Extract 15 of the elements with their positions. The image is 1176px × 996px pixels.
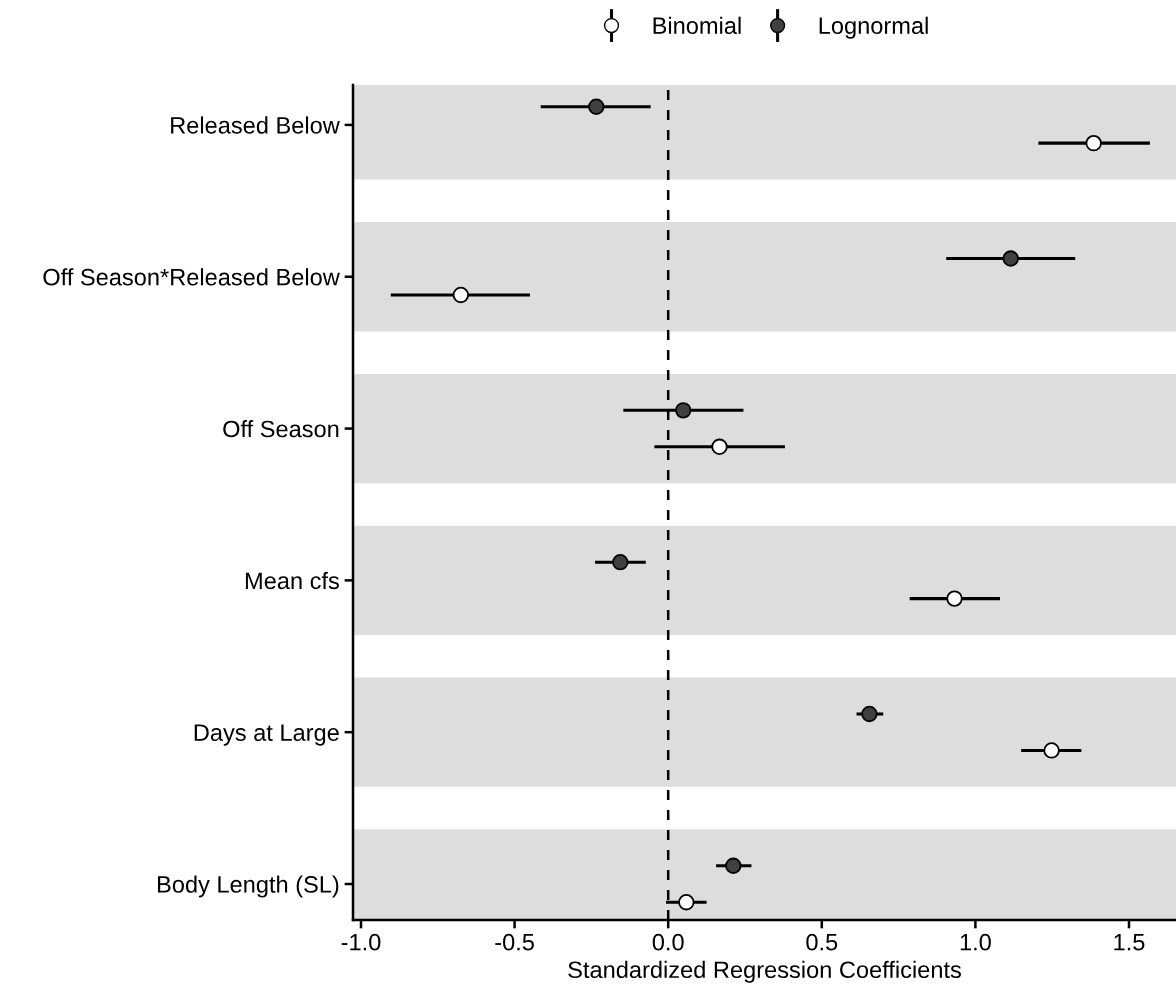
x-tick-label: 0.5 [806,933,838,951]
x-tick-label: 1.0 [960,933,991,951]
legend-label: Lognormal [819,16,928,39]
y-tick-label: Body Length (SL) [158,875,339,898]
y-tick-label: Off Season [223,420,339,438]
legend-label: Binomial [653,16,741,35]
x-tick-label: -1.0 [341,933,381,951]
x-tick-label: 0.0 [652,933,684,951]
y-tick-label: Mean cfs [245,571,339,590]
x-axis-title: Standardized Regression Coefficients [568,960,961,983]
x-tick-label: 1.5 [1114,934,1145,951]
y-tick-label: Released Below [171,116,340,134]
y-tick-label: Days at Large [194,724,339,746]
x-tick-label: -0.5 [495,933,534,951]
y-tick-label: Off Season*Released Below [43,268,340,286]
